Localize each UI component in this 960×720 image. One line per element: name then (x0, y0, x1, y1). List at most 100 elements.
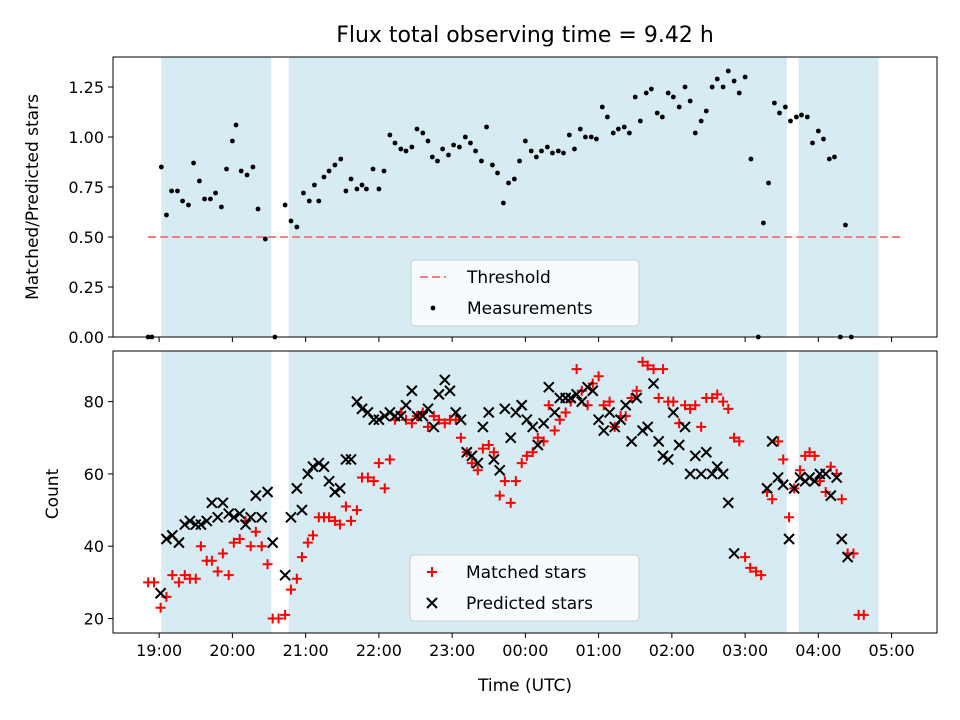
predicted-star-point (433, 388, 445, 401)
predicted-star-point (190, 518, 202, 531)
measurement-point (262, 236, 268, 242)
matched-star-point (190, 573, 201, 584)
predicted-star-point (184, 515, 196, 527)
matched-star-point (285, 584, 296, 595)
predicted-star-point (439, 374, 451, 386)
observing-window (161, 351, 272, 633)
measurement-point (676, 104, 682, 110)
matched-star-point (814, 476, 825, 487)
predicted-star-point (587, 385, 599, 397)
predicted-star-point (212, 511, 224, 524)
predicted-star-point (417, 410, 429, 422)
predicted-star-point (179, 518, 191, 531)
predicted-star-point (428, 421, 440, 433)
measurement-point (682, 84, 688, 90)
measurement-point (687, 98, 693, 104)
predicted-star-point (285, 511, 297, 524)
measurement-point (698, 118, 704, 124)
measurement-point (398, 146, 404, 152)
matched-star-point (858, 609, 869, 620)
measurement-point (359, 182, 365, 188)
measurement-point (793, 114, 799, 120)
predicted-star-point (803, 471, 816, 484)
matched-star-point (195, 541, 206, 552)
predicted-star-point (641, 421, 654, 433)
plot-layer: 0.00 0.25 0.50 0.75 1.00 1.25 20 40 60 80 19:00 20:… (68, 56, 938, 660)
measurement-point (301, 190, 306, 196)
y-tick-label: 20 (84, 610, 104, 629)
predicted-star-point (689, 450, 702, 462)
measurement-point (180, 198, 185, 204)
series-predicted-stars (154, 374, 854, 599)
predicted-star-point (614, 413, 627, 426)
x-tick-label: 02:00 (649, 641, 695, 660)
predicted-star-point (819, 468, 832, 480)
predicted-star-point (777, 479, 789, 491)
measurement-point (654, 110, 660, 116)
matched-star-point (149, 577, 160, 588)
matched-star-point (351, 505, 362, 516)
chart-title: Flux total observing time = 9.42 h (336, 23, 714, 48)
measurement-point (387, 132, 393, 138)
matched-star-point (653, 393, 664, 403)
measurement-point (451, 142, 456, 148)
matched-star-point (173, 577, 184, 588)
observing-window (161, 57, 272, 337)
matched-star-point (820, 487, 831, 497)
matched-star-point (690, 400, 701, 411)
matched-star-point (329, 515, 340, 526)
predicted-star-point (598, 424, 610, 437)
predicted-star-point (477, 421, 489, 433)
measurement-point (643, 90, 649, 96)
predicted-star-point (570, 388, 583, 401)
predicted-star-point (279, 569, 291, 581)
predicted-star-point (351, 395, 363, 408)
x-tick-label: 19:00 (136, 641, 182, 660)
predicted-star-point (239, 518, 252, 531)
measurement-point (468, 140, 473, 146)
measurement-point (725, 68, 731, 74)
measurement-point (632, 94, 638, 100)
measurement-point (670, 94, 676, 100)
measurement-point (440, 146, 445, 152)
matched-star-point (262, 559, 273, 570)
matched-star-point (428, 411, 439, 422)
matched-star-point (620, 411, 631, 422)
matched-star-point (767, 494, 778, 505)
y-tick-label: 0.00 (68, 328, 104, 347)
matched-star-point (368, 476, 379, 487)
matched-star-point (206, 555, 217, 566)
predicted-star-point (620, 399, 632, 411)
measurement-point (392, 140, 398, 146)
matched-star-point (379, 483, 390, 494)
predicted-star-point (400, 399, 412, 411)
predicted-star-point (329, 486, 341, 498)
matched-star-point (593, 371, 604, 382)
measurement-point (158, 164, 164, 170)
measurement-point (208, 196, 213, 202)
predicted-star-point (722, 497, 734, 509)
matched-star-point (250, 526, 261, 537)
measurement-point (544, 144, 550, 150)
measurement-point (539, 148, 544, 154)
matched-star-point (466, 458, 477, 469)
predicted-star-point (603, 406, 616, 419)
predicted-star-point (625, 435, 638, 448)
measurement-point (255, 206, 261, 212)
predicted-star-point (505, 432, 517, 444)
measurement-point (321, 174, 327, 180)
measurement-point (294, 224, 300, 230)
y-tick-label: 0.50 (68, 228, 104, 247)
predicted-star-point (450, 406, 462, 419)
matched-star-point (384, 454, 395, 465)
predicted-star-point (836, 533, 848, 545)
predicted-star-point (266, 536, 279, 549)
measurement-point (550, 150, 555, 156)
measurement-point (621, 124, 627, 130)
predicted-star-point (581, 381, 594, 393)
matched-star-point (637, 356, 648, 367)
matched-star-point (483, 440, 494, 450)
measurement-point (522, 138, 528, 144)
matched-star-point (324, 512, 335, 523)
